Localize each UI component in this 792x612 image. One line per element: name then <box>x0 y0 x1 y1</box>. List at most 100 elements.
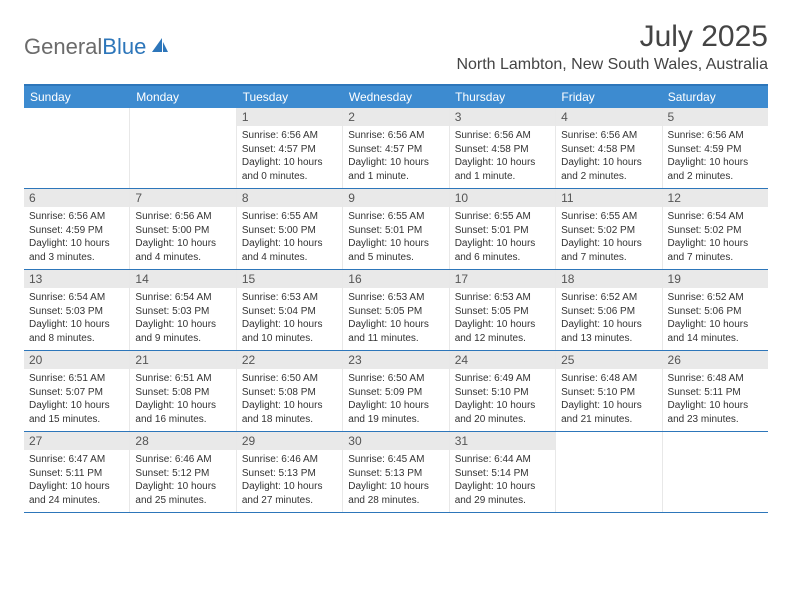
daylight-line: Daylight: 10 hours and 24 minutes. <box>29 480 124 507</box>
day-body: Sunrise: 6:56 AMSunset: 4:59 PMDaylight:… <box>24 207 129 269</box>
daylight-line: Daylight: 10 hours and 13 minutes. <box>561 318 656 345</box>
sunrise-line: Sunrise: 6:50 AM <box>242 372 337 386</box>
daylight-line: Daylight: 10 hours and 2 minutes. <box>561 156 656 183</box>
day-body: Sunrise: 6:51 AMSunset: 5:07 PMDaylight:… <box>24 369 129 431</box>
sunrise-line: Sunrise: 6:51 AM <box>135 372 230 386</box>
sunrise-line: Sunrise: 6:53 AM <box>242 291 337 305</box>
day-body: Sunrise: 6:55 AMSunset: 5:02 PMDaylight:… <box>556 207 661 269</box>
day-cell: 22Sunrise: 6:50 AMSunset: 5:08 PMDayligh… <box>237 351 343 431</box>
sunset-line: Sunset: 5:01 PM <box>455 224 550 238</box>
daylight-line: Daylight: 10 hours and 27 minutes. <box>242 480 337 507</box>
day-cell <box>24 108 130 188</box>
sunrise-line: Sunrise: 6:49 AM <box>455 372 550 386</box>
sunset-line: Sunset: 5:14 PM <box>455 467 550 481</box>
daylight-line: Daylight: 10 hours and 10 minutes. <box>242 318 337 345</box>
day-number: 7 <box>130 189 235 207</box>
day-body: Sunrise: 6:56 AMSunset: 4:57 PMDaylight:… <box>237 126 342 188</box>
day-number: 12 <box>663 189 768 207</box>
day-cell: 28Sunrise: 6:46 AMSunset: 5:12 PMDayligh… <box>130 432 236 512</box>
sunrise-line: Sunrise: 6:51 AM <box>29 372 124 386</box>
dow-saturday: Saturday <box>662 86 768 108</box>
day-cell: 26Sunrise: 6:48 AMSunset: 5:11 PMDayligh… <box>663 351 768 431</box>
dow-thursday: Thursday <box>449 86 555 108</box>
day-cell: 30Sunrise: 6:45 AMSunset: 5:13 PMDayligh… <box>343 432 449 512</box>
day-number: 21 <box>130 351 235 369</box>
day-cell: 4Sunrise: 6:56 AMSunset: 4:58 PMDaylight… <box>556 108 662 188</box>
day-number: 15 <box>237 270 342 288</box>
day-body: Sunrise: 6:53 AMSunset: 5:04 PMDaylight:… <box>237 288 342 350</box>
sunset-line: Sunset: 5:05 PM <box>455 305 550 319</box>
sunset-line: Sunset: 5:02 PM <box>561 224 656 238</box>
logo-text-general: General <box>24 34 102 60</box>
day-body: Sunrise: 6:53 AMSunset: 5:05 PMDaylight:… <box>450 288 555 350</box>
day-number: 23 <box>343 351 448 369</box>
week-row: 6Sunrise: 6:56 AMSunset: 4:59 PMDaylight… <box>24 189 768 270</box>
day-number: 14 <box>130 270 235 288</box>
day-number: 30 <box>343 432 448 450</box>
sunrise-line: Sunrise: 6:55 AM <box>561 210 656 224</box>
sunset-line: Sunset: 5:10 PM <box>455 386 550 400</box>
day-body: Sunrise: 6:47 AMSunset: 5:11 PMDaylight:… <box>24 450 129 512</box>
sunset-line: Sunset: 5:10 PM <box>561 386 656 400</box>
location: North Lambton, New South Wales, Australi… <box>456 56 768 74</box>
day-body: Sunrise: 6:50 AMSunset: 5:09 PMDaylight:… <box>343 369 448 431</box>
day-body: Sunrise: 6:55 AMSunset: 5:00 PMDaylight:… <box>237 207 342 269</box>
day-number: 8 <box>237 189 342 207</box>
sunrise-line: Sunrise: 6:50 AM <box>348 372 443 386</box>
title-block: July 2025 North Lambton, New South Wales… <box>456 20 768 74</box>
day-body: Sunrise: 6:53 AMSunset: 5:05 PMDaylight:… <box>343 288 448 350</box>
daylight-line: Daylight: 10 hours and 7 minutes. <box>668 237 763 264</box>
sunrise-line: Sunrise: 6:48 AM <box>561 372 656 386</box>
daylight-line: Daylight: 10 hours and 12 minutes. <box>455 318 550 345</box>
daylight-line: Daylight: 10 hours and 5 minutes. <box>348 237 443 264</box>
day-number: 17 <box>450 270 555 288</box>
day-number: 16 <box>343 270 448 288</box>
sunrise-line: Sunrise: 6:52 AM <box>668 291 763 305</box>
day-number: 5 <box>663 108 768 126</box>
day-cell: 23Sunrise: 6:50 AMSunset: 5:09 PMDayligh… <box>343 351 449 431</box>
day-body: Sunrise: 6:45 AMSunset: 5:13 PMDaylight:… <box>343 450 448 512</box>
daylight-line: Daylight: 10 hours and 20 minutes. <box>455 399 550 426</box>
day-cell: 3Sunrise: 6:56 AMSunset: 4:58 PMDaylight… <box>450 108 556 188</box>
sunrise-line: Sunrise: 6:56 AM <box>135 210 230 224</box>
day-body: Sunrise: 6:49 AMSunset: 5:10 PMDaylight:… <box>450 369 555 431</box>
day-number: 27 <box>24 432 129 450</box>
month-title: July 2025 <box>456 20 768 54</box>
sunrise-line: Sunrise: 6:47 AM <box>29 453 124 467</box>
day-number: 20 <box>24 351 129 369</box>
day-body: Sunrise: 6:56 AMSunset: 4:58 PMDaylight:… <box>556 126 661 188</box>
sunrise-line: Sunrise: 6:56 AM <box>668 129 763 143</box>
daylight-line: Daylight: 10 hours and 2 minutes. <box>668 156 763 183</box>
day-cell: 24Sunrise: 6:49 AMSunset: 5:10 PMDayligh… <box>450 351 556 431</box>
sunset-line: Sunset: 5:09 PM <box>348 386 443 400</box>
daylight-line: Daylight: 10 hours and 21 minutes. <box>561 399 656 426</box>
sunset-line: Sunset: 5:01 PM <box>348 224 443 238</box>
day-number: 10 <box>450 189 555 207</box>
day-cell: 6Sunrise: 6:56 AMSunset: 4:59 PMDaylight… <box>24 189 130 269</box>
day-cell: 11Sunrise: 6:55 AMSunset: 5:02 PMDayligh… <box>556 189 662 269</box>
daylight-line: Daylight: 10 hours and 23 minutes. <box>668 399 763 426</box>
day-body: Sunrise: 6:48 AMSunset: 5:11 PMDaylight:… <box>663 369 768 431</box>
day-number: 3 <box>450 108 555 126</box>
day-cell: 10Sunrise: 6:55 AMSunset: 5:01 PMDayligh… <box>450 189 556 269</box>
dow-monday: Monday <box>130 86 236 108</box>
sunset-line: Sunset: 5:06 PM <box>668 305 763 319</box>
day-body: Sunrise: 6:54 AMSunset: 5:03 PMDaylight:… <box>130 288 235 350</box>
day-cell: 27Sunrise: 6:47 AMSunset: 5:11 PMDayligh… <box>24 432 130 512</box>
day-number: 2 <box>343 108 448 126</box>
day-cell: 31Sunrise: 6:44 AMSunset: 5:14 PMDayligh… <box>450 432 556 512</box>
sunset-line: Sunset: 5:12 PM <box>135 467 230 481</box>
daylight-line: Daylight: 10 hours and 7 minutes. <box>561 237 656 264</box>
day-cell <box>556 432 662 512</box>
day-cell: 15Sunrise: 6:53 AMSunset: 5:04 PMDayligh… <box>237 270 343 350</box>
day-number: 25 <box>556 351 661 369</box>
daylight-line: Daylight: 10 hours and 1 minute. <box>348 156 443 183</box>
day-cell: 17Sunrise: 6:53 AMSunset: 5:05 PMDayligh… <box>450 270 556 350</box>
day-number: 24 <box>450 351 555 369</box>
sunrise-line: Sunrise: 6:56 AM <box>561 129 656 143</box>
day-number: 31 <box>450 432 555 450</box>
day-cell: 18Sunrise: 6:52 AMSunset: 5:06 PMDayligh… <box>556 270 662 350</box>
day-cell <box>130 108 236 188</box>
sunset-line: Sunset: 4:58 PM <box>455 143 550 157</box>
day-cell: 29Sunrise: 6:46 AMSunset: 5:13 PMDayligh… <box>237 432 343 512</box>
